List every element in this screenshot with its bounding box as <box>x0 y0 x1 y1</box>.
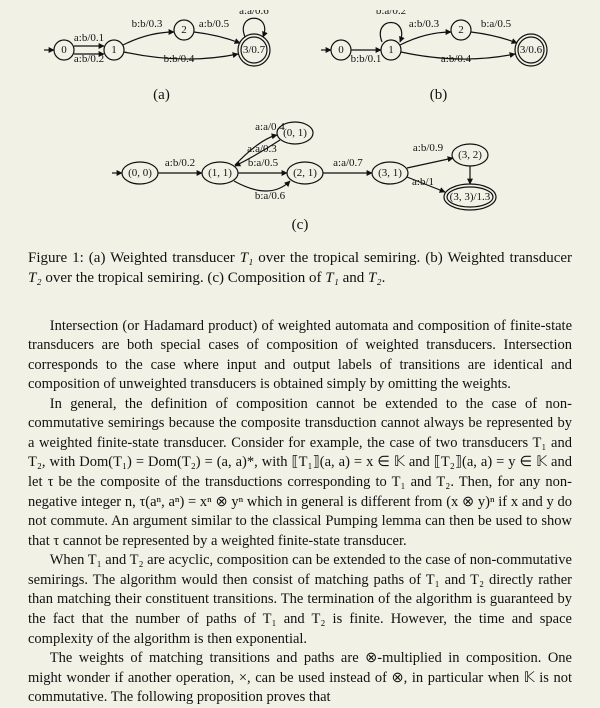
cap-T1a: T₁ <box>240 250 254 266</box>
page: a:b/0.1 a:b/0.2 b:b/0.3 a:b/0.5 b:b/0.4 a:a/0… <box>0 0 600 679</box>
svg-text:a:b/1: a:b/1 <box>412 176 434 188</box>
cap-T1b: T₁ <box>325 270 339 286</box>
svg-text:a:b/0.2: a:b/0.2 <box>165 157 195 169</box>
diagram-c: a:b/0.2a:a/0.4a:a/0.3b:a/0.5b:a/0.6a:a/0… <box>28 110 572 215</box>
svg-text:b:b/0.3: b:b/0.3 <box>132 18 163 30</box>
cap-2: over the tropical semiring. (b) Weighted… <box>253 250 572 266</box>
para-2: In general, the definition of compositio… <box>28 395 572 552</box>
cap-5: . <box>382 270 386 286</box>
svg-text:a:a/0.6: a:a/0.6 <box>239 10 269 17</box>
figure-caption: Figure 1: (a) Weighted transducer T₁ ove… <box>28 248 572 289</box>
svg-text:1: 1 <box>111 44 117 56</box>
svg-text:(1, 1): (1, 1) <box>208 167 232 179</box>
svg-text:(3, 3)/1.3: (3, 3)/1.3 <box>450 191 491 203</box>
body-text: Intersection (or Hadamard product) of we… <box>28 317 572 708</box>
diagram-b: b:b/0.1 a:b/0.3 b:a/0.5 a:b/0.4 b:a/0.2 0 1 2 3/… <box>305 10 572 80</box>
subcap-a: (a) <box>28 87 295 104</box>
svg-text:a:b/0.3: a:b/0.3 <box>409 18 440 30</box>
svg-text:1: 1 <box>388 44 394 56</box>
svg-text:a:b/0.5: a:b/0.5 <box>199 18 230 30</box>
svg-text:b:a/0.6: b:a/0.6 <box>255 190 286 202</box>
svg-text:b:a/0.2: b:a/0.2 <box>376 10 406 17</box>
svg-text:3/0.6: 3/0.6 <box>520 44 543 56</box>
cap-T2: T₂ <box>28 270 42 286</box>
svg-text:(0, 1): (0, 1) <box>283 127 307 139</box>
para-4: The weights of matching transitions and … <box>28 649 572 708</box>
subcap-b: (b) <box>305 87 572 104</box>
svg-text:3/0.7: 3/0.7 <box>243 44 266 56</box>
svg-text:(0, 0): (0, 0) <box>128 167 152 179</box>
cap-1: Figure 1: (a) Weighted transducer <box>28 250 240 266</box>
svg-text:(3, 1): (3, 1) <box>378 167 402 179</box>
svg-text:a:b/0.2: a:b/0.2 <box>74 53 104 65</box>
diagram-a-wrapper: a:b/0.1 a:b/0.2 b:b/0.3 a:b/0.5 b:b/0.4 a:a/0… <box>28 10 295 104</box>
para-3: When T₁ and T₂ are acyclic, composition … <box>28 551 572 649</box>
svg-text:2: 2 <box>181 24 187 36</box>
svg-text:0: 0 <box>338 44 344 56</box>
svg-text:0: 0 <box>61 44 67 56</box>
diagram-a: a:b/0.1 a:b/0.2 b:b/0.3 a:b/0.5 b:b/0.4 a:a/0… <box>28 10 295 80</box>
svg-text:a:a/0.7: a:a/0.7 <box>333 157 363 169</box>
diagram-c-wrapper: a:b/0.2a:a/0.4a:a/0.3b:a/0.5b:a/0.6a:a/0… <box>28 110 572 234</box>
svg-text:(3, 2): (3, 2) <box>458 149 482 161</box>
svg-text:b:b/0.1: b:b/0.1 <box>351 53 382 65</box>
cap-3: over the tropical semiring. (c) Composit… <box>42 270 326 286</box>
svg-text:a:b/0.4: a:b/0.4 <box>441 53 472 65</box>
svg-text:a:b/0.9: a:b/0.9 <box>413 142 444 154</box>
svg-text:a:b/0.1: a:b/0.1 <box>74 32 104 44</box>
para-1: Intersection (or Hadamard product) of we… <box>28 317 572 395</box>
svg-text:2: 2 <box>458 24 464 36</box>
cap-4: and <box>339 270 368 286</box>
cap-T2b: T₂ <box>368 270 382 286</box>
subcap-c: (c) <box>28 217 572 234</box>
figure-row-ab: a:b/0.1 a:b/0.2 b:b/0.3 a:b/0.5 b:b/0.4 a:a/0… <box>28 10 572 104</box>
svg-text:b:b/0.4: b:b/0.4 <box>164 53 195 65</box>
svg-text:a:a/0.3: a:a/0.3 <box>247 143 277 155</box>
svg-text:b:a/0.5: b:a/0.5 <box>481 18 512 30</box>
svg-text:(2, 1): (2, 1) <box>293 167 317 179</box>
diagram-b-wrapper: b:b/0.1 a:b/0.3 b:a/0.5 a:b/0.4 b:a/0.2 0 1 2 3/… <box>305 10 572 104</box>
svg-text:b:a/0.5: b:a/0.5 <box>248 157 279 169</box>
